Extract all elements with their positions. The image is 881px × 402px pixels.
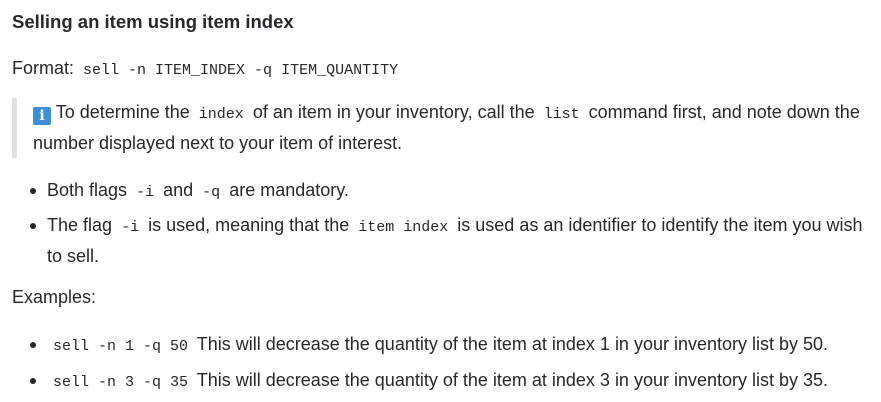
list-item: Both flags -i and -q are mandatory. bbox=[30, 176, 875, 207]
list-item: sell -n 3 -q 35 This will decrease the q… bbox=[30, 366, 875, 397]
info-icon: i bbox=[33, 107, 51, 125]
example-command: sell -n 1 -q 50 bbox=[49, 338, 192, 355]
note-code-index: index bbox=[195, 106, 248, 123]
info-note: i To determine the index of an item in y… bbox=[12, 98, 872, 158]
examples-list: sell -n 1 -q 50 This will decrease the q… bbox=[30, 330, 875, 402]
format-line: Format: sell -n ITEM_INDEX -q ITEM_QUANT… bbox=[12, 58, 402, 79]
bullet-code: -q bbox=[198, 184, 224, 201]
bullet-text: and bbox=[163, 180, 193, 200]
bullet-code: -i bbox=[132, 184, 158, 201]
note-code-list: list bbox=[540, 106, 584, 123]
example-description: This will decrease the quantity of the i… bbox=[197, 370, 828, 390]
bullet-text: Both flags bbox=[47, 180, 127, 200]
note-text-2: of an item in your inventory, call the bbox=[253, 102, 535, 122]
format-command: sell -n ITEM_INDEX -q ITEM_QUANTITY bbox=[79, 62, 402, 79]
bullet-text: are mandatory. bbox=[229, 180, 349, 200]
format-label: Format: bbox=[12, 58, 74, 78]
example-description: This will decrease the quantity of the i… bbox=[197, 334, 828, 354]
flag-notes-list: Both flags -i and -q are mandatory. The … bbox=[30, 176, 875, 275]
examples-label: Examples: bbox=[12, 287, 96, 308]
section-heading: Selling an item using item index bbox=[12, 11, 294, 33]
bullet-code: -i bbox=[117, 219, 143, 236]
list-item: The flag -i is used, meaning that the it… bbox=[30, 211, 875, 271]
example-command: sell -n 3 -q 35 bbox=[49, 374, 192, 391]
bullet-text: The flag bbox=[47, 215, 112, 235]
list-item: sell -n 1 -q 50 This will decrease the q… bbox=[30, 330, 875, 361]
bullet-code: item index bbox=[354, 219, 452, 236]
note-text-1: To determine the bbox=[56, 102, 190, 122]
bullet-text: is used, meaning that the bbox=[148, 215, 349, 235]
